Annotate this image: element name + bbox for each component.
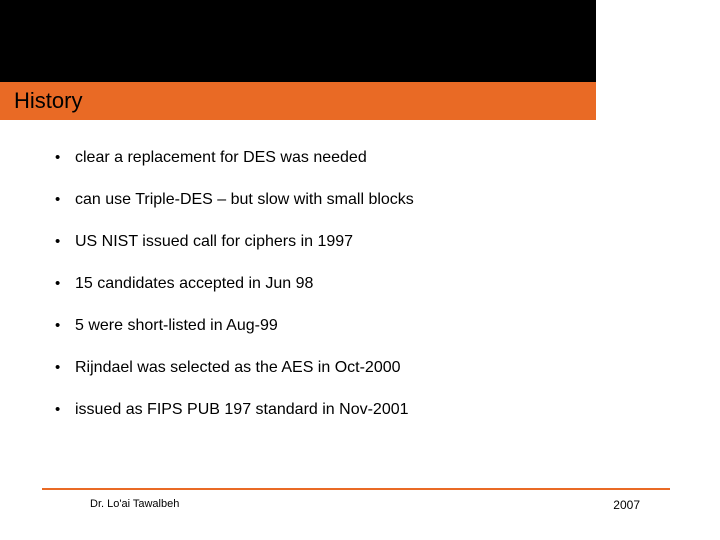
bullet-icon: • <box>55 148 75 168</box>
slide: History •clear a replacement for DES was… <box>0 0 720 540</box>
footer-author: Dr. Lo'ai Tawalbeh <box>90 498 179 510</box>
bullet-icon: • <box>55 190 75 210</box>
list-item: •5 were short-listed in Aug-99 <box>55 316 615 336</box>
bullet-icon: • <box>55 232 75 252</box>
bullet-icon: • <box>55 358 75 378</box>
bullet-text: US NIST issued call for ciphers in 1997 <box>75 232 353 252</box>
bullet-icon: • <box>55 274 75 294</box>
bullet-icon: • <box>55 316 75 336</box>
list-item: •15 candidates accepted in Jun 98 <box>55 274 615 294</box>
bullet-text: 5 were short-listed in Aug-99 <box>75 316 278 336</box>
list-item: •can use Triple-DES – but slow with smal… <box>55 190 615 210</box>
list-item: •Rijndael was selected as the AES in Oct… <box>55 358 615 378</box>
list-item: •clear a replacement for DES was needed <box>55 148 615 168</box>
bullet-icon: • <box>55 400 75 420</box>
bullet-text: issued as FIPS PUB 197 standard in Nov-2… <box>75 400 409 420</box>
list-item: •issued as FIPS PUB 197 standard in Nov-… <box>55 400 615 420</box>
bullet-list: •clear a replacement for DES was needed•… <box>55 148 615 442</box>
bullet-text: 15 candidates accepted in Jun 98 <box>75 274 313 294</box>
slide-title: History <box>14 88 82 114</box>
title-bar: History <box>0 82 596 120</box>
footer-year: 2007 <box>613 498 640 512</box>
list-item: •US NIST issued call for ciphers in 1997 <box>55 232 615 252</box>
bullet-text: clear a replacement for DES was needed <box>75 148 367 168</box>
bullet-text: Rijndael was selected as the AES in Oct-… <box>75 358 401 378</box>
footer-divider <box>42 488 670 490</box>
header-black-strip <box>0 0 596 82</box>
bullet-text: can use Triple-DES – but slow with small… <box>75 190 414 210</box>
